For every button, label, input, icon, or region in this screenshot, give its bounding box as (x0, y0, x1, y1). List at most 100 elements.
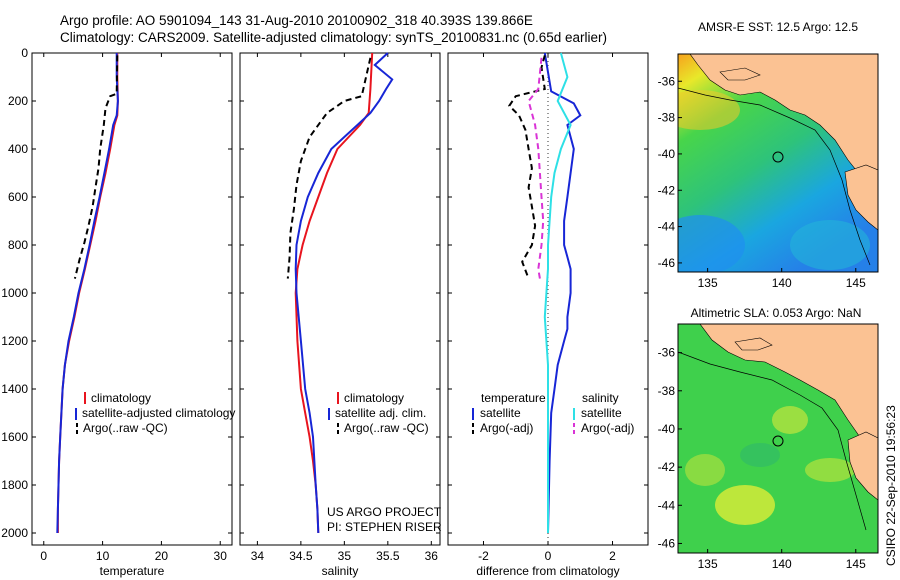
temperature-legend: climatology satellite-adjusted climatolo… (75, 391, 235, 435)
sst-cool-patch (678, 215, 745, 272)
sla-high-patch (685, 454, 725, 486)
x-tick-label: 20 (155, 549, 169, 563)
x-tick-label: -2 (478, 549, 489, 563)
map-y-tick-label: -42 (658, 183, 676, 197)
map-y-tick-label: -38 (658, 111, 676, 125)
series-line (73, 55, 119, 279)
map-y-tick-label: -44 (658, 498, 676, 512)
difference-legend-item: Argo(-adj) (480, 421, 533, 435)
sla-map: Altimetric SLA: 0.053 Argo: NaN 135 140 14… (658, 306, 879, 571)
map-x-tick-label: 145 (846, 276, 866, 290)
sla-map-title: Altimetric SLA: 0.053 Argo: NaN (691, 306, 862, 320)
sla-argo-marker (772, 435, 784, 447)
sla-high-patch (715, 485, 775, 525)
x-tick-label: 10 (96, 549, 110, 563)
temperature-xlabel: temperature (100, 564, 165, 578)
sst-map-frame (677, 53, 879, 273)
difference-legend-item: satellite (581, 406, 622, 420)
sla-map-frame (677, 323, 879, 554)
difference-legend-item: satellite (480, 406, 521, 420)
series-line (56, 53, 119, 534)
map-y-tick-label: -36 (658, 346, 676, 360)
shelf-contour (678, 87, 871, 266)
sst-map: AMSR-E SST: 12.5 Argo: 12.5 135 140 145 -36… (658, 20, 879, 290)
series-line (543, 52, 572, 533)
figure-title-line1: Argo profile: AO 5901094_143 31-Aug-2010… (60, 13, 533, 28)
series-line (286, 57, 372, 279)
x-tick-label: 35.5 (376, 549, 400, 563)
series-line (294, 52, 394, 534)
map-y-tick-label: -38 (658, 384, 676, 398)
difference-legend: temperature satellite Argo(-adj) salinit… (472, 391, 634, 435)
salinity-panel: 34 34.5 35 35.5 36 salinity (239, 52, 441, 578)
map-y-tick-label: -46 (658, 536, 676, 550)
y-tick-label: 2000 (1, 526, 28, 540)
sst-argo-marker (772, 151, 784, 163)
map-y-tick-label: -44 (658, 220, 676, 234)
salinity-axes-box (239, 52, 441, 546)
sla-high-patch (805, 458, 855, 482)
sla-low-patch (740, 443, 780, 467)
y-tick-label: 800 (8, 238, 28, 252)
difference-legend-item: Argo(-adj) (581, 421, 634, 435)
map-y-tick-label: -46 (658, 256, 676, 270)
land-island (847, 431, 878, 501)
salinity-legend-item: satellite adj. clim. (335, 406, 426, 420)
series-line (527, 57, 545, 279)
shelf-contour (678, 351, 867, 531)
series-line (543, 52, 582, 534)
series-line (294, 52, 374, 534)
difference-legend-title: salinity (582, 391, 619, 405)
land-island (844, 164, 878, 231)
y-tick-label: 1600 (1, 430, 28, 444)
salinity-annotation-project: US ARGO PROJECT (327, 505, 442, 519)
x-tick-label: 34 (251, 549, 265, 563)
land-bay (734, 337, 773, 351)
x-tick-label: 0 (40, 549, 47, 563)
temperature-legend-item: satellite-adjusted climatology (82, 406, 235, 420)
salinity-legend-item: Argo(..raw -QC) (344, 421, 429, 435)
y-tick-label: 200 (8, 94, 28, 108)
y-tick-label: 1400 (1, 382, 28, 396)
y-tick-label: 400 (8, 142, 28, 156)
difference-legend-title: temperature (481, 391, 546, 405)
salinity-xlabel: salinity (322, 564, 359, 578)
map-x-tick-label: 135 (698, 557, 718, 571)
figure-title-line2: Climatology: CARS2009. Satellite-adjuste… (60, 30, 607, 45)
y-tick-label: 600 (8, 190, 28, 204)
credit-stamp: CSIRO 22-Sep-2010 19:56:23 (884, 405, 898, 566)
x-tick-label: 36 (425, 549, 439, 563)
temperature-panel: 0 10 20 30 0 200 400 600 800 1000 1200 1400 1600 1800… (1, 46, 233, 578)
map-y-tick-label: -36 (658, 74, 676, 88)
y-tick-label: 1200 (1, 334, 28, 348)
x-tick-label: 0 (545, 549, 552, 563)
y-tick-label: 1800 (1, 478, 28, 492)
map-y-tick-label: -40 (658, 422, 676, 436)
map-y-tick-label: -42 (658, 460, 676, 474)
x-tick-label: 35 (338, 549, 352, 563)
map-x-tick-label: 140 (772, 276, 792, 290)
map-x-tick-label: 135 (698, 276, 718, 290)
sst-cool-patch (790, 220, 870, 270)
sla-high-patch (772, 406, 808, 434)
map-x-tick-label: 145 (846, 557, 866, 571)
salinity-legend: climatology satellite adj. clim. Argo(..… (328, 391, 429, 435)
y-tick-label: 0 (21, 46, 28, 60)
land-bay (719, 67, 761, 81)
sst-warm-patch (678, 90, 740, 130)
x-tick-label: 34.5 (289, 549, 313, 563)
map-x-tick-label: 140 (772, 557, 792, 571)
y-tick-label: 1000 (1, 286, 28, 300)
temperature-axes-box (31, 52, 233, 546)
salinity-legend-item: climatology (344, 391, 404, 405)
sst-map-title: AMSR-E SST: 12.5 Argo: 12.5 (698, 20, 858, 34)
temperature-legend-item: climatology (91, 391, 151, 405)
map-y-tick-label: -40 (658, 147, 676, 161)
difference-xlabel: difference from climatology (476, 564, 619, 578)
x-tick-label: 30 (214, 549, 228, 563)
x-tick-label: 2 (609, 549, 616, 563)
salinity-annotation-pi: PI: STEPHEN RISER (327, 520, 442, 534)
temperature-legend-item: Argo(..raw -QC) (83, 421, 168, 435)
